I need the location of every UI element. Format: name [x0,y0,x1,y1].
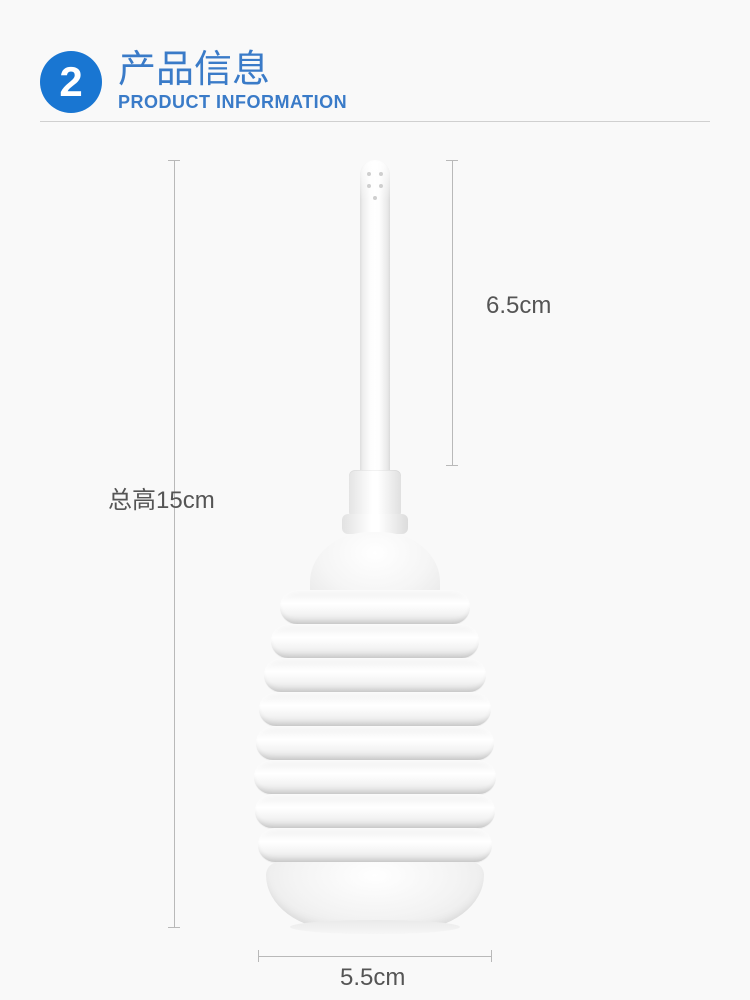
section-header: 2 产品信息 PRODUCT INFORMATION [40,42,710,122]
section-titles: 产品信息 PRODUCT INFORMATION [118,50,347,113]
dimension-bar-base-width [258,950,492,962]
section-number-badge: 2 [40,51,102,113]
section-title-cn: 产品信息 [118,50,347,92]
nozzle-hole-icon [367,172,371,176]
product-bellows [254,532,496,930]
product-nozzle [360,160,390,480]
product-diagram: 总高15cm 6.5cm 5.5cm [0,160,750,1000]
bellows-rib [258,828,492,862]
dimension-bar-total-height [168,160,180,928]
bellows-rib [271,624,479,658]
bellows-rib [255,794,495,828]
section-number: 2 [59,58,82,106]
nozzle-hole-icon [379,184,383,188]
product-cap-lip [342,514,408,534]
bellows-rib [280,590,470,624]
product-cap [349,470,401,518]
product-illustration [254,160,496,930]
bellows-foot [290,920,460,934]
bellows-rib [256,726,494,760]
section-title-en: PRODUCT INFORMATION [118,92,347,114]
bellows-rib [254,760,496,794]
nozzle-hole-icon [373,196,377,200]
bellows-rib [264,658,486,692]
nozzle-hole-icon [379,172,383,176]
nozzle-hole-icon [367,184,371,188]
bellows-rib [259,692,491,726]
dimension-label-base-width: 5.5cm [340,964,405,992]
dimension-label-total-height: 总高15cm [108,480,215,515]
